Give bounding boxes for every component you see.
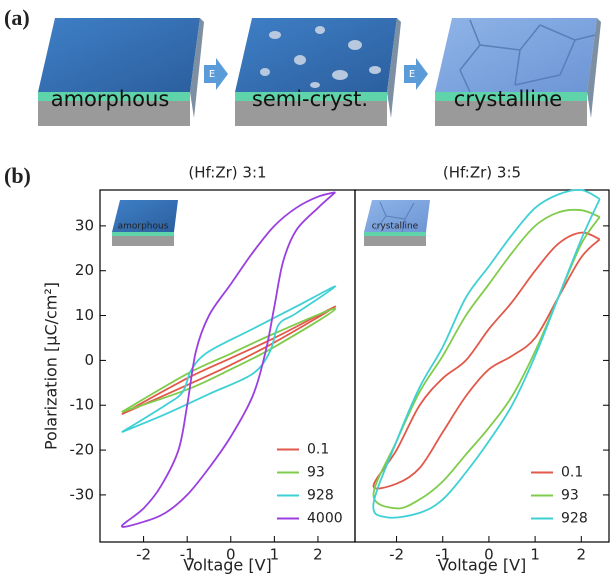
arrow-label: E xyxy=(209,69,215,80)
stage-label: amorphous xyxy=(51,87,170,111)
x-tick-label: -2 xyxy=(389,546,404,564)
series-line xyxy=(122,307,336,415)
chart-title: (Hf:Zr) 3:5 xyxy=(443,164,521,182)
stage-label: crystalline xyxy=(454,87,562,111)
y-tick-label: -20 xyxy=(70,441,95,459)
legend-label: 0.1 xyxy=(561,465,583,481)
panel-label: (b) xyxy=(4,163,31,188)
inset-label: crystalline xyxy=(372,222,419,232)
y-tick-label: 0 xyxy=(84,351,94,369)
stage-label: semi-cryst. xyxy=(252,87,368,111)
series-line xyxy=(373,233,599,489)
y-tick-label: 10 xyxy=(75,306,94,324)
panel-label: (a) xyxy=(4,5,30,30)
y-tick-label: 20 xyxy=(75,261,94,279)
legend-label: 93 xyxy=(561,488,579,504)
y-tick-label: 30 xyxy=(75,216,94,234)
arrow-label: E xyxy=(409,69,415,80)
chart-title: (Hf:Zr) 3:1 xyxy=(188,164,266,182)
y-tick-label: -10 xyxy=(70,396,95,414)
x-axis-label: Voltage [V] xyxy=(183,556,272,575)
x-tick-label: 1 xyxy=(530,546,540,564)
x-axis-label: Voltage [V] xyxy=(438,556,527,575)
legend-label: 0.1 xyxy=(307,442,329,458)
y-axis-label: Polarization [μC/cm²] xyxy=(42,282,61,450)
x-tick-label: 2 xyxy=(577,546,587,564)
figure: (a) (b) E E amorphous semi-cryst. crysta… xyxy=(0,0,611,575)
y-tick-label: -30 xyxy=(70,485,95,503)
legend-label: 93 xyxy=(307,465,325,481)
inset-label: amorphous xyxy=(118,222,169,232)
legend-label: 928 xyxy=(307,488,334,504)
x-tick-label: 2 xyxy=(313,546,323,564)
legend-label: 928 xyxy=(561,511,588,527)
x-tick-label: -2 xyxy=(136,546,151,564)
legend-label: 4000 xyxy=(307,511,343,527)
